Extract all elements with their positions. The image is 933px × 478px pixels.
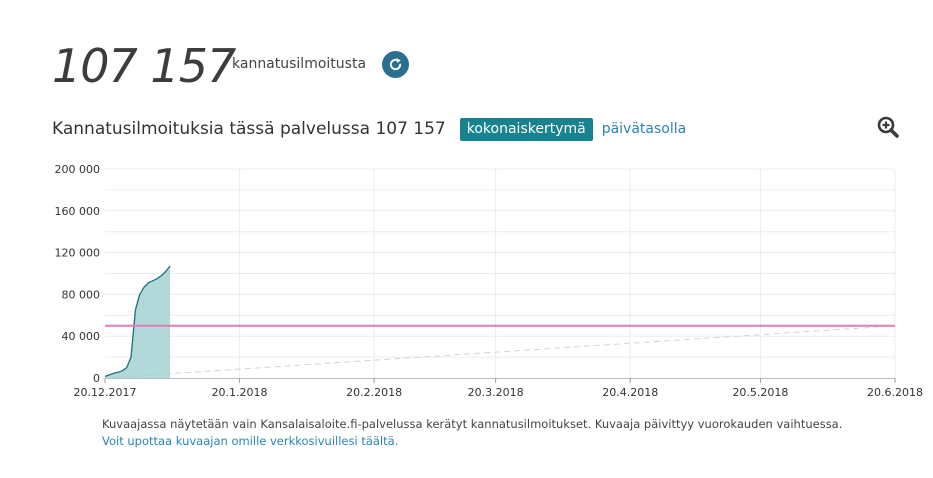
x-tick-label: 20.6.2018 bbox=[867, 386, 923, 399]
x-tick-label: 20.1.2018 bbox=[212, 386, 268, 399]
zoom-in-icon bbox=[877, 116, 899, 138]
footnote-text: Kuvaajassa näytetään vain Kansalaisaloit… bbox=[102, 417, 843, 431]
zoom-button[interactable] bbox=[876, 115, 900, 139]
y-tick-label: 80 000 bbox=[62, 288, 101, 301]
footnote: Kuvaajassa näytetään vain Kansalaisaloit… bbox=[102, 416, 842, 450]
y-tick-label: 200 000 bbox=[55, 163, 101, 176]
embed-link[interactable]: Voit upottaa kuvaajan omille verkkosivui… bbox=[102, 434, 399, 448]
y-tick-label: 160 000 bbox=[55, 205, 101, 218]
x-tick-label: 20.3.2018 bbox=[468, 386, 524, 399]
refresh-icon bbox=[389, 58, 402, 71]
total-signature-label: kannatusilmoitusta bbox=[232, 56, 367, 72]
series-line bbox=[104, 265, 171, 378]
total-signature-count: 107 157 bbox=[52, 39, 236, 93]
y-tick-label: 120 000 bbox=[55, 247, 101, 260]
trend-line bbox=[104, 325, 896, 379]
x-tick-label: 20.12.2017 bbox=[74, 386, 137, 399]
y-tick-label: 0 bbox=[93, 372, 100, 385]
chart-header: Kannatusilmoituksia tässä palvelussa 107… bbox=[52, 116, 686, 142]
x-tick-label: 20.5.2018 bbox=[732, 386, 788, 399]
y-tick-label: 40 000 bbox=[62, 330, 101, 343]
signature-chart: 0 40 000 80 000 120 000 160 000 200 000 20.12.… bbox=[55, 163, 923, 399]
tab-cumulative[interactable]: kokonaiskertymä bbox=[459, 117, 593, 141]
x-tick-label: 20.4.2018 bbox=[602, 386, 658, 399]
chart-title: Kannatusilmoituksia tässä palvelussa 107… bbox=[52, 119, 446, 139]
tab-daily[interactable]: päivätasolla bbox=[601, 121, 687, 137]
series-area bbox=[105, 266, 171, 378]
x-tick-label: 20.2.2018 bbox=[346, 386, 402, 399]
refresh-button[interactable] bbox=[382, 51, 409, 78]
